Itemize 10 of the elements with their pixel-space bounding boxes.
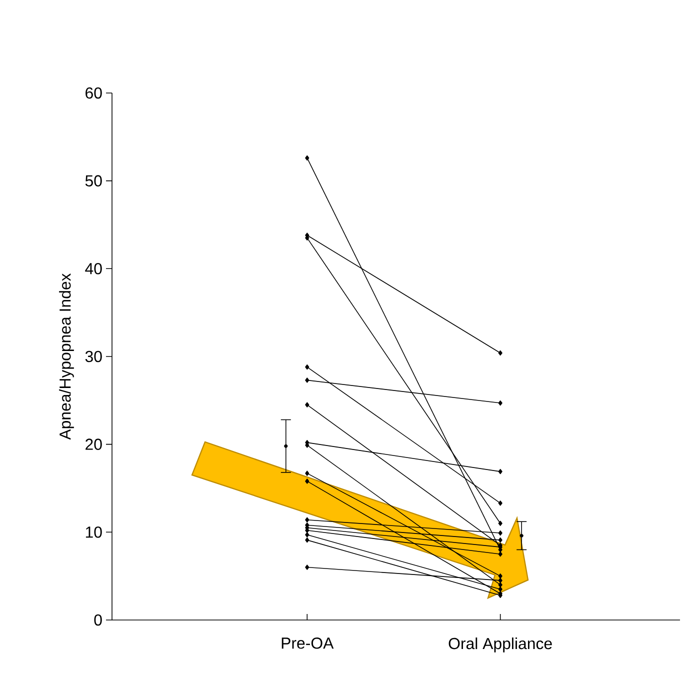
y-tick-label: 60 bbox=[86, 87, 102, 99]
x-tick-label: Pre-OA bbox=[282, 638, 334, 649]
y-tick-label: 40 bbox=[85, 263, 102, 274]
y-axis-title: Apnea/Hypopnea Index bbox=[59, 273, 74, 440]
y-tick-label: 20 bbox=[86, 438, 102, 450]
y-tick-label: 10 bbox=[86, 526, 102, 538]
y-tick-label: 30 bbox=[85, 350, 102, 362]
x-tick-label: Oral Appliance bbox=[448, 638, 552, 652]
y-tick-label: 0 bbox=[94, 614, 102, 626]
y-tick-label: 50 bbox=[85, 175, 102, 186]
